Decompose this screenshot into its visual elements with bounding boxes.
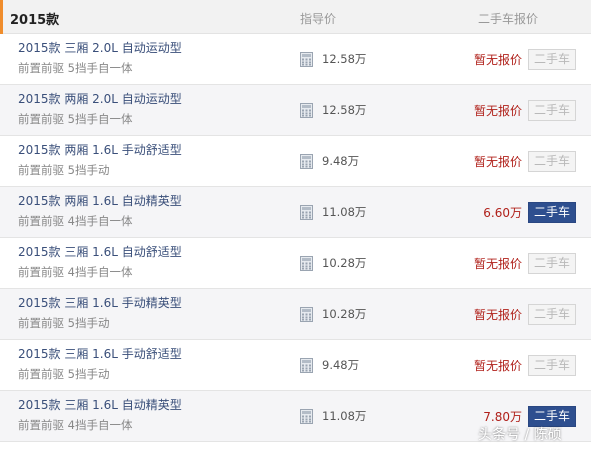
used-car-quote: 暂无报价 (473, 53, 522, 67)
column-header-guide-price: 指导价 (300, 12, 337, 26)
calculator-icon[interactable] (300, 409, 313, 424)
used-car-button[interactable]: 二手车 (528, 49, 576, 70)
calculator-icon[interactable] (300, 103, 313, 118)
trim-list: 2015款 三厢 2.0L 自动运动型 前置前驱 5挡手自一体 12.58万 暂无报价… (0, 34, 591, 442)
trim-row: 2015款 两厢 2.0L 自动运动型 前置前驱 5挡手自一体 12.58万 暂无报价… (0, 85, 591, 136)
calculator-icon[interactable] (300, 52, 313, 67)
trim-row: 2015款 两厢 1.6L 手动舒适型 前置前驱 5挡手动 9.48万 暂无报价 二手车 (0, 136, 591, 187)
used-car-button[interactable]: 二手车 (528, 304, 576, 325)
calculator-icon[interactable] (300, 256, 313, 271)
used-car-button[interactable]: 二手车 (528, 406, 576, 427)
used-car-quote: 暂无报价 (473, 257, 522, 271)
guide-price: 10.28万 (322, 307, 367, 321)
header-accent-bar (0, 0, 3, 34)
trim-spec: 前置前驱 4挡手自一体 (18, 265, 133, 279)
guide-price: 12.58万 (322, 52, 367, 66)
calculator-icon[interactable] (300, 205, 313, 220)
trim-name-link[interactable]: 2015款 三厢 2.0L 自动运动型 (18, 41, 182, 55)
used-car-quote: 暂无报价 (473, 104, 522, 118)
column-header-used-car-price: 二手车报价 (478, 12, 539, 26)
calculator-icon[interactable] (300, 307, 313, 322)
trim-spec: 前置前驱 5挡手自一体 (18, 112, 133, 126)
guide-price: 10.28万 (322, 256, 367, 270)
trim-row: 2015款 三厢 1.6L 自动舒适型 前置前驱 4挡手自一体 10.28万 暂无报价… (0, 238, 591, 289)
guide-price: 11.08万 (322, 409, 367, 423)
guide-price: 12.58万 (322, 103, 367, 117)
trim-row: 2015款 三厢 1.6L 手动精英型 前置前驱 5挡手动 10.28万 暂无报价 二手… (0, 289, 591, 340)
used-car-button[interactable]: 二手车 (528, 100, 576, 121)
guide-price: 9.48万 (322, 154, 360, 168)
guide-price: 9.48万 (322, 358, 360, 372)
trim-row: 2015款 三厢 2.0L 自动运动型 前置前驱 5挡手自一体 12.58万 暂无报价… (0, 34, 591, 85)
used-car-button[interactable]: 二手车 (528, 355, 576, 376)
calculator-icon[interactable] (300, 358, 313, 373)
used-car-button[interactable]: 二手车 (528, 202, 576, 223)
trim-row: 2015款 三厢 1.6L 手动舒适型 前置前驱 5挡手动 9.48万 暂无报价 二手车 (0, 340, 591, 391)
trim-name-link[interactable]: 2015款 两厢 2.0L 自动运动型 (18, 92, 182, 106)
trim-name-link[interactable]: 2015款 两厢 1.6L 自动精英型 (18, 194, 182, 208)
calculator-icon[interactable] (300, 154, 313, 169)
section-header: 2015款 指导价 二手车报价 (0, 0, 591, 34)
watermark: 头条号 / 陈硕 (478, 427, 562, 443)
trim-spec: 前置前驱 5挡手动 (18, 367, 110, 381)
used-car-quote: 7.80万 (483, 410, 522, 424)
trim-name-link[interactable]: 2015款 三厢 1.6L 手动精英型 (18, 296, 182, 310)
used-car-button[interactable]: 二手车 (528, 151, 576, 172)
trim-row: 2015款 两厢 1.6L 自动精英型 前置前驱 4挡手自一体 11.08万 6.60… (0, 187, 591, 238)
section-year-title: 2015款 (10, 13, 60, 28)
used-car-quote: 暂无报价 (473, 308, 522, 322)
trim-spec: 前置前驱 5挡手动 (18, 163, 110, 177)
trim-spec: 前置前驱 5挡手动 (18, 316, 110, 330)
used-car-quote: 暂无报价 (473, 155, 522, 169)
used-car-quote: 6.60万 (483, 206, 522, 220)
trim-row: 2015款 三厢 1.6L 自动精英型 前置前驱 4挡手自一体 11.08万 7.80… (0, 391, 591, 442)
trim-spec: 前置前驱 4挡手自一体 (18, 418, 133, 432)
guide-price: 11.08万 (322, 205, 367, 219)
trim-name-link[interactable]: 2015款 三厢 1.6L 自动精英型 (18, 398, 182, 412)
used-car-quote: 暂无报价 (473, 359, 522, 373)
trim-name-link[interactable]: 2015款 三厢 1.6L 自动舒适型 (18, 245, 182, 259)
trim-name-link[interactable]: 2015款 三厢 1.6L 手动舒适型 (18, 347, 182, 361)
trim-name-link[interactable]: 2015款 两厢 1.6L 手动舒适型 (18, 143, 182, 157)
trim-spec: 前置前驱 4挡手自一体 (18, 214, 133, 228)
trim-spec: 前置前驱 5挡手自一体 (18, 61, 133, 75)
used-car-button[interactable]: 二手车 (528, 253, 576, 274)
